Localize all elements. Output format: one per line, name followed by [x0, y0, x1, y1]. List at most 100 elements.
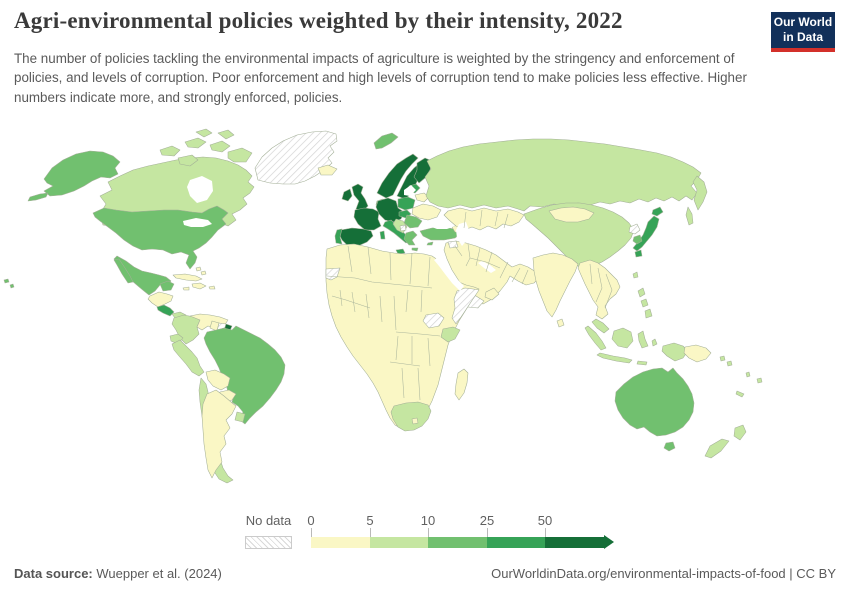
hudson-bay	[187, 176, 213, 203]
country-japan-honshu[interactable]	[632, 215, 660, 252]
country-china[interactable]	[523, 202, 635, 270]
country-peru[interactable]	[171, 339, 205, 377]
country-indonesia-sumatra[interactable]	[584, 325, 607, 351]
country-canada-island[interactable]	[217, 129, 235, 140]
country-brazil[interactable]	[203, 325, 286, 425]
country-ukraine[interactable]	[411, 203, 442, 221]
red-sea	[434, 258, 464, 291]
country-argentina[interactable]	[201, 389, 237, 479]
country-poland[interactable]	[397, 196, 416, 211]
country-russia[interactable]	[424, 138, 702, 212]
country-new-zealand-south[interactable]	[704, 438, 730, 459]
country-uk[interactable]	[351, 183, 369, 212]
country-puerto-rico[interactable]	[208, 285, 216, 290]
country-spain[interactable]	[338, 227, 374, 247]
country-indonesia-lesser-sunda[interactable]	[636, 360, 648, 366]
legend-segment-0-5[interactable]	[311, 537, 370, 548]
country-iceland[interactable]	[317, 164, 338, 176]
country-south-africa[interactable]	[390, 401, 432, 432]
country-somalia[interactable]	[451, 287, 480, 325]
country-costa-rica[interactable]	[156, 304, 175, 317]
country-hispaniola[interactable]	[191, 282, 207, 290]
country-madagascar[interactable]	[454, 368, 469, 401]
country-new-caledonia[interactable]	[735, 390, 745, 398]
country-greece[interactable]	[403, 230, 418, 246]
country-mexico-baja[interactable]	[113, 258, 134, 284]
country-vanuatu[interactable]	[745, 371, 751, 378]
country-south-korea[interactable]	[632, 234, 643, 245]
country-greenland[interactable]	[254, 130, 338, 185]
country-central-america[interactable]	[147, 291, 174, 308]
no-data-swatch[interactable]	[245, 536, 292, 549]
country-jamaica[interactable]	[182, 286, 190, 291]
country-south-sudan[interactable]	[422, 312, 445, 329]
country-lesotho[interactable]	[411, 417, 419, 425]
country-canada-island[interactable]	[209, 140, 231, 153]
country-indonesia-west-new-guinea[interactable]	[661, 342, 689, 362]
country-alaska[interactable]	[43, 150, 121, 197]
country-hawaii[interactable]	[3, 278, 15, 289]
country-fiji[interactable]	[756, 377, 763, 384]
country-uruguay[interactable]	[234, 411, 246, 423]
country-australia[interactable]	[614, 367, 695, 437]
legend-segment-25-50[interactable]	[486, 537, 546, 548]
country-sardinia[interactable]	[379, 230, 386, 240]
country-western-sahara[interactable]	[325, 267, 341, 281]
country-se-asia-mainland[interactable]	[577, 259, 621, 320]
country-crete[interactable]	[411, 247, 419, 252]
country-france[interactable]	[353, 207, 382, 231]
country-indonesia-borneo[interactable]	[611, 327, 634, 349]
country-russia-sakhalin[interactable]	[685, 206, 694, 226]
legend-segment-5-10[interactable]	[369, 537, 429, 548]
country-kenya[interactable]	[440, 326, 461, 343]
country-indonesia-sulawesi[interactable]	[637, 330, 649, 349]
country-belarus[interactable]	[414, 192, 430, 203]
legend-segment-50-plus[interactable]	[545, 537, 604, 548]
country-sicily[interactable]	[395, 248, 406, 255]
country-finland[interactable]	[413, 157, 433, 184]
country-india[interactable]	[532, 252, 579, 318]
country-canada-island[interactable]	[184, 137, 207, 149]
country-africa-mainland[interactable]	[325, 243, 480, 430]
country-japan-hokkaido[interactable]	[651, 206, 664, 217]
country-alaska-aleutians[interactable]	[27, 192, 49, 202]
legend-segment-10-25[interactable]	[428, 537, 487, 548]
country-solomons[interactable]	[719, 355, 733, 367]
country-indonesia-moluccas[interactable]	[651, 338, 658, 347]
country-new-zealand-north[interactable]	[733, 424, 747, 441]
country-canada-island[interactable]	[195, 128, 213, 138]
country-norway[interactable]	[376, 153, 419, 199]
country-oman[interactable]	[484, 287, 500, 301]
country-svalbard[interactable]	[373, 132, 399, 150]
country-papua-new-guinea[interactable]	[683, 344, 712, 363]
country-germany-central[interactable]	[375, 197, 405, 223]
country-ireland[interactable]	[341, 188, 353, 202]
country-canada-island[interactable]	[159, 145, 181, 157]
country-canada-island[interactable]	[227, 147, 253, 163]
owid-logo[interactable]: Our World in Data	[771, 12, 835, 52]
country-bosnia[interactable]	[399, 224, 407, 232]
country-malaysia[interactable]	[591, 318, 610, 334]
page-title: Agri-environmental policies weighted by …	[14, 8, 623, 33]
country-russia-kamchatka[interactable]	[692, 175, 708, 211]
country-bahamas[interactable]	[195, 266, 207, 276]
country-cyprus[interactable]	[426, 241, 434, 246]
country-canada-island[interactable]	[177, 154, 199, 167]
country-mongolia[interactable]	[548, 206, 595, 223]
country-portugal[interactable]	[334, 228, 343, 245]
country-sri-lanka[interactable]	[556, 318, 565, 328]
legend-colorbar[interactable]	[311, 537, 604, 548]
country-indonesia-java[interactable]	[596, 352, 633, 364]
license-note[interactable]: OurWorldinData.org/environmental-impacts…	[491, 566, 836, 581]
country-japan-kyushu[interactable]	[634, 249, 643, 258]
country-tasmania[interactable]	[663, 441, 676, 452]
country-syria[interactable]	[447, 240, 459, 249]
country-mexico-yucatan[interactable]	[159, 280, 175, 292]
country-philippines[interactable]	[637, 287, 653, 319]
country-north-korea[interactable]	[628, 223, 641, 235]
country-usa[interactable]	[92, 205, 229, 270]
country-taiwan[interactable]	[632, 271, 639, 279]
country-bolivia[interactable]	[205, 369, 231, 391]
country-cuba[interactable]	[172, 273, 203, 282]
